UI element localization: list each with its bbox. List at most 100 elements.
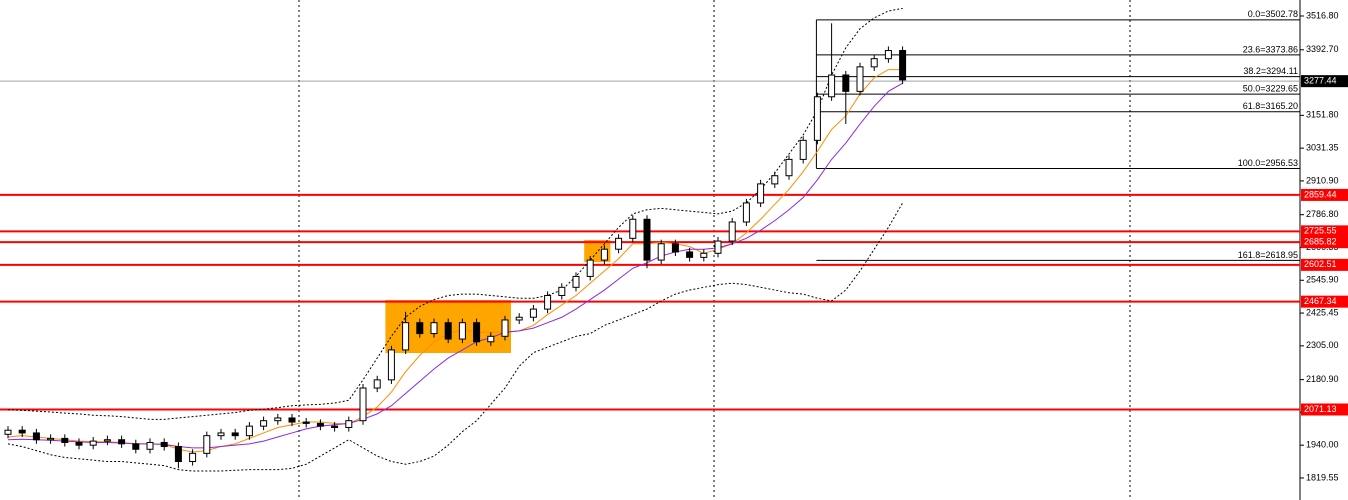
candle-body: [515, 316, 523, 321]
candle-body: [686, 251, 694, 258]
candle-body: [714, 240, 722, 254]
level-label: 2467.34: [1304, 296, 1337, 306]
candle-body: [870, 58, 878, 68]
candle-body: [586, 259, 594, 277]
fib-label: 38.2=3294.11: [1243, 66, 1298, 76]
candle-body: [899, 50, 907, 81]
level-box: [1301, 295, 1348, 308]
candle-body: [32, 432, 40, 441]
price-label: 3277.44: [1304, 76, 1337, 86]
candle-body: [331, 425, 339, 428]
candle-body: [828, 74, 836, 98]
candle-body: [856, 66, 864, 92]
candle-body: [373, 379, 381, 389]
candle-body: [813, 96, 821, 141]
y-tick-label: 3392.70: [1306, 44, 1339, 54]
candle-body: [387, 349, 395, 381]
candle-body: [416, 322, 424, 335]
level-box: [1301, 403, 1348, 416]
level-box: [1301, 258, 1348, 271]
candle-body: [89, 440, 97, 446]
level-box: [1301, 236, 1348, 249]
candle-body: [274, 417, 282, 422]
candle-body: [4, 429, 12, 435]
candle-body: [245, 425, 253, 437]
y-tick-label: 2425.45: [1306, 307, 1339, 317]
candle-body: [657, 243, 665, 261]
candle-body: [643, 218, 651, 261]
candle-body: [260, 420, 268, 427]
candle-body: [473, 322, 481, 343]
level-label: 2071.13: [1304, 404, 1337, 414]
indicator-line: [7, 7, 903, 420]
y-tick-label: 2180.90: [1306, 374, 1339, 384]
candle-body: [288, 417, 296, 423]
candle-body: [529, 308, 537, 318]
fib-label: 61.8=3165.20: [1243, 101, 1298, 111]
candle-body: [671, 243, 679, 253]
candle-body: [444, 322, 452, 340]
candle-body: [146, 441, 154, 450]
candle-body: [231, 432, 239, 437]
fib-label: 23.6=3373.86: [1243, 44, 1298, 54]
candle-body: [402, 322, 410, 351]
y-tick-label: 3031.35: [1306, 143, 1339, 153]
candle-body: [615, 237, 623, 250]
fib-label: 50.0=3229.65: [1243, 84, 1298, 94]
candle-body: [18, 429, 26, 434]
fib-label: 161.8=2618.95: [1238, 250, 1298, 260]
candle-body: [302, 421, 310, 424]
fib-label: 100.0=2956.53: [1238, 158, 1298, 168]
price-box: [1301, 75, 1348, 88]
candle-body: [544, 294, 552, 310]
candle-body: [75, 441, 83, 446]
candle-body: [487, 335, 495, 343]
candle-body: [118, 439, 126, 445]
y-tick-label: 2305.00: [1306, 340, 1339, 350]
candle-body: [771, 175, 779, 185]
candle-body: [884, 50, 892, 60]
candle-body: [160, 441, 168, 448]
y-tick-label: 2786.80: [1306, 209, 1339, 219]
candle-body: [742, 202, 750, 223]
fib-label: 0.0=3502.78: [1248, 9, 1298, 19]
candle-body: [600, 248, 608, 261]
candle-body: [458, 322, 466, 340]
y-tick-label: 3151.80: [1306, 110, 1339, 120]
candle-body: [501, 319, 509, 337]
candle-body: [316, 422, 324, 427]
y-tick-label: 3516.80: [1306, 10, 1339, 20]
candle-body: [728, 221, 736, 242]
y-tick-label: 2545.90: [1306, 275, 1339, 285]
candle-body: [572, 275, 580, 288]
candle-body: [842, 74, 850, 92]
level-label: 2685.82: [1304, 237, 1337, 247]
candle-body: [757, 183, 765, 204]
indicator-line: [7, 82, 903, 449]
level-label: 2859.44: [1304, 189, 1337, 199]
candle-body: [103, 439, 111, 442]
candle-body: [345, 420, 353, 428]
y-tick-label: 1940.00: [1306, 440, 1339, 450]
y-tick-label: 2910.90: [1306, 175, 1339, 185]
level-label: 2725.55: [1304, 226, 1337, 236]
candle-body: [359, 387, 367, 422]
candle-body: [700, 252, 708, 258]
candle-body: [430, 322, 438, 335]
candle-body: [174, 446, 182, 463]
candle-body: [558, 286, 566, 296]
candle-body: [799, 139, 807, 160]
level-label: 2602.51: [1304, 259, 1337, 269]
candle-body: [61, 437, 69, 443]
level-box: [1301, 188, 1348, 201]
y-tick-label: 1819.55: [1306, 472, 1339, 482]
candle-body: [203, 435, 211, 454]
candle-body: [785, 158, 793, 177]
level-box: [1301, 225, 1348, 238]
candle-body: [189, 452, 197, 463]
indicator-line: [7, 202, 904, 472]
candle-body: [47, 437, 55, 441]
candle-body: [217, 432, 225, 437]
candle-body: [132, 443, 140, 450]
